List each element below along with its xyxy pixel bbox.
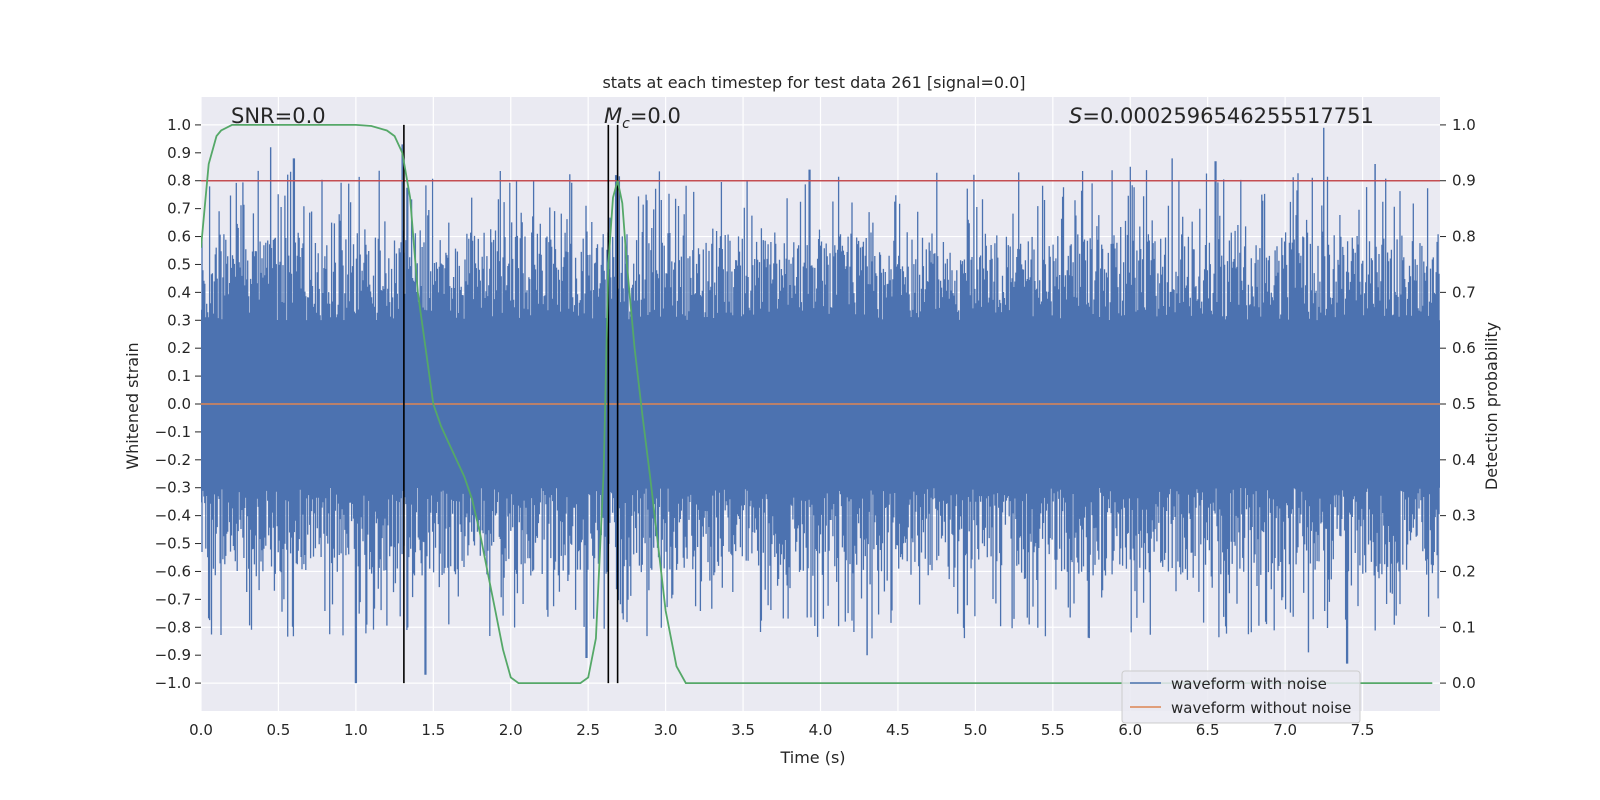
x-axis-label: Time (s): [779, 748, 845, 767]
x-tick-label: 1.5: [421, 721, 445, 739]
y-axis-ticks: 1.0 0.9 0.8 0.7 0.6 0.5 0.4 0.3 0.2 0.1 0.0 −0.1 −0.…: [155, 116, 201, 692]
y-tick-label: 0.7: [167, 200, 191, 218]
s-value: =0.0002596546255517751: [1082, 104, 1374, 128]
x-tick-label: 5.5: [1041, 721, 1065, 739]
y2-tick-label: 0.4: [1452, 451, 1476, 469]
x-tick-label: 6.5: [1196, 721, 1220, 739]
y2-tick-label: 0.3: [1452, 507, 1476, 525]
x-tick-label: 3.5: [731, 721, 755, 739]
mc-annotation: Mc=0.0: [604, 104, 681, 132]
x-axis-ticks: 0.0 0.5 1.0 1.5 2.0 2.5 3.0 3.5 4.0 4.5 5.0 5.5 6.0 6…: [189, 721, 1374, 739]
y-tick-label: 0.6: [167, 228, 191, 246]
y-tick-label: 1.0: [167, 116, 191, 134]
x-tick-label: 3.0: [654, 721, 678, 739]
y-tick-label: 0.1: [167, 367, 191, 385]
y2-tick-label: 0.8: [1452, 228, 1476, 246]
y2-tick-label: 0.6: [1452, 339, 1476, 357]
x-tick-label: 7.0: [1273, 721, 1297, 739]
s-annotation: S=0.0002596546255517751: [1069, 104, 1374, 128]
x-tick-label: 4.5: [886, 721, 910, 739]
legend: waveform with noise waveform without noi…: [1121, 670, 1361, 724]
y-tick-label: −0.9: [155, 646, 191, 664]
y-tick-label: 0.5: [167, 255, 191, 273]
x-tick-label: 2.0: [499, 721, 523, 739]
plot-content: [201, 124, 1440, 684]
vertical-markers: [403, 124, 619, 684]
y2-tick-label: 0.9: [1452, 172, 1476, 190]
y2-tick-label: 0.0: [1452, 674, 1476, 692]
x-tick-label: 0.0: [189, 721, 213, 739]
y-tick-label: 0.2: [167, 339, 191, 357]
x-tick-label: 0.5: [267, 721, 291, 739]
y-tick-label: −0.8: [155, 618, 191, 636]
y-tick-label: −0.4: [155, 507, 191, 525]
y2-tick-label: 0.7: [1452, 283, 1476, 301]
mc-subscript: c: [622, 116, 630, 132]
y2-axis-ticks: 1.0 0.9 0.8 0.7 0.6 0.5 0.4 0.3 0.2 0.1 0.0: [1440, 116, 1476, 692]
y-tick-label: −0.5: [155, 535, 191, 553]
y-tick-label: 0.0: [167, 395, 191, 413]
y-tick-label: −0.2: [155, 451, 191, 469]
x-tick-label: 6.0: [1118, 721, 1142, 739]
x-tick-label: 7.5: [1351, 721, 1375, 739]
x-tick-label: 1.0: [344, 721, 368, 739]
y-tick-label: 0.8: [167, 172, 191, 190]
y-tick-label: 0.4: [167, 283, 191, 301]
snr-annotation: SNR=0.0: [231, 104, 326, 128]
legend-label-noise: waveform with noise: [1171, 675, 1327, 693]
chart-title: stats at each timestep for test data 261…: [602, 73, 1025, 92]
y2-tick-label: 0.1: [1452, 618, 1476, 636]
y2-tick-label: 1.0: [1452, 116, 1476, 134]
y-tick-label: 0.3: [167, 311, 191, 329]
y-tick-label: −0.6: [155, 562, 191, 580]
s-symbol: S: [1069, 104, 1082, 128]
y-axis-label: Whitened strain: [123, 342, 142, 469]
x-tick-label: 5.0: [963, 721, 987, 739]
waveform-with-noise-line: [201, 127, 1440, 684]
y-tick-label: 0.9: [167, 144, 191, 162]
y-tick-label: −0.7: [155, 590, 191, 608]
legend-box: [1121, 670, 1361, 724]
x-tick-label: 2.5: [576, 721, 600, 739]
y2-tick-label: 0.5: [1452, 395, 1476, 413]
detection-probability-line: [201, 124, 1433, 684]
mc-symbol: M: [604, 104, 622, 128]
y2-axis-label: Detection probability: [1482, 322, 1501, 490]
mc-value: =0.0: [630, 104, 681, 128]
y-tick-label: −0.1: [155, 423, 191, 441]
y-tick-label: −0.3: [155, 479, 191, 497]
x-tick-label: 4.0: [809, 721, 833, 739]
legend-label-clean: waveform without noise: [1171, 699, 1351, 717]
y2-tick-label: 0.2: [1452, 562, 1476, 580]
y-tick-label: −1.0: [155, 674, 191, 692]
